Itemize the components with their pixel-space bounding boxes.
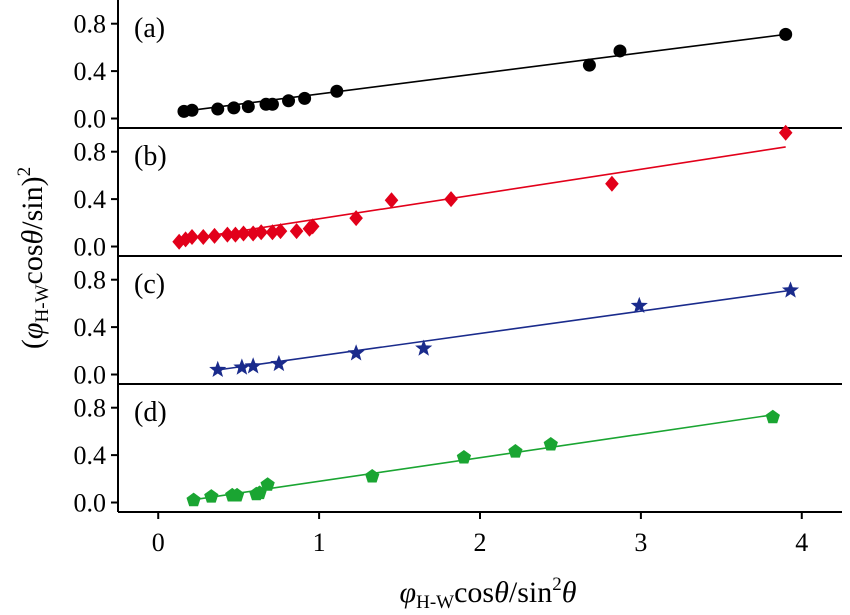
data-point bbox=[209, 360, 227, 378]
data-point bbox=[236, 225, 251, 242]
data-point bbox=[765, 409, 780, 424]
data-point bbox=[298, 91, 312, 105]
y-tick-label: 0.4 bbox=[74, 313, 107, 342]
panel-3: 0.0 0.4 0.8 (c) bbox=[74, 256, 842, 390]
data-point bbox=[289, 223, 304, 240]
data-point bbox=[241, 100, 255, 114]
data-point bbox=[229, 487, 245, 502]
data-point bbox=[220, 226, 235, 243]
data-point bbox=[260, 477, 275, 491]
y-tick-label: 0.4 bbox=[74, 441, 107, 470]
data-point bbox=[508, 444, 523, 458]
x-tick-label: 2 bbox=[474, 528, 487, 557]
data-point bbox=[244, 357, 262, 374]
data-point bbox=[349, 210, 363, 227]
data-point bbox=[444, 191, 458, 208]
data-point bbox=[207, 227, 222, 244]
data-point bbox=[185, 229, 199, 246]
x-tick-label: 4 bbox=[795, 528, 808, 557]
y-axis-label: (φH-Wcosθ/sin)2 bbox=[14, 167, 53, 349]
data-point bbox=[185, 103, 199, 117]
data-point bbox=[282, 94, 296, 108]
data-point bbox=[384, 192, 399, 209]
data-point bbox=[270, 354, 288, 372]
y-tick-label: 0.8 bbox=[74, 266, 107, 295]
data-point bbox=[781, 281, 800, 298]
data-point bbox=[582, 58, 596, 72]
data-point bbox=[330, 84, 344, 98]
panel-1: 0.0 0.4 0.8 (a) bbox=[74, 0, 842, 134]
data-point bbox=[246, 225, 260, 242]
x-axis-label: φH-Wcosθ/sin2θ bbox=[400, 574, 577, 613]
data-point bbox=[543, 436, 558, 451]
fit-line bbox=[177, 146, 786, 242]
x-tick-label: 3 bbox=[634, 528, 647, 557]
data-point bbox=[779, 27, 793, 41]
panels: 0.00.40.8 (a)0.00.40.8 (b)0.00.40.8 (c)0.00… bbox=[74, 0, 842, 518]
data-point bbox=[273, 223, 288, 240]
panel-label: (a) bbox=[134, 13, 165, 44]
panel-2: 0.0 0.4 0.8 (b) bbox=[74, 124, 842, 262]
y-tick-label: 0.8 bbox=[74, 394, 107, 423]
data-point bbox=[365, 468, 380, 483]
panel-label: (d) bbox=[134, 397, 167, 428]
y-tick-label: 0.0 bbox=[74, 105, 107, 134]
data-point bbox=[605, 175, 619, 192]
panel-label: (b) bbox=[134, 141, 167, 172]
data-point bbox=[211, 102, 225, 116]
x-axis: 0 1 2 3 4 bbox=[152, 512, 808, 557]
data-point bbox=[778, 124, 793, 141]
data-point bbox=[265, 97, 279, 111]
data-point bbox=[456, 449, 472, 464]
data-point bbox=[347, 344, 365, 361]
y-tick-label: 0.0 bbox=[74, 233, 107, 262]
y-tick-label: 0.0 bbox=[74, 489, 107, 518]
x-tick-label: 1 bbox=[313, 528, 326, 557]
data-point bbox=[613, 44, 627, 58]
fit-line bbox=[214, 289, 791, 372]
y-tick-label: 0.4 bbox=[74, 185, 107, 214]
data-point bbox=[186, 492, 201, 507]
data-point bbox=[172, 233, 186, 250]
data-point bbox=[254, 224, 268, 241]
data-point bbox=[305, 218, 320, 235]
panel-label: (c) bbox=[134, 269, 165, 300]
y-tick-label: 0.4 bbox=[74, 57, 107, 86]
data-point bbox=[204, 489, 219, 503]
x-tick-label: 0 bbox=[152, 528, 165, 557]
y-tick-label: 0.0 bbox=[74, 361, 107, 390]
data-point bbox=[233, 358, 251, 375]
panel-4: 0.0 0.4 0.8 (d) bbox=[74, 384, 842, 518]
fit-line bbox=[190, 414, 773, 501]
data-point bbox=[265, 224, 280, 241]
y-tick-label: 0.8 bbox=[74, 10, 107, 39]
data-point bbox=[228, 226, 243, 243]
data-point bbox=[227, 101, 241, 115]
y-tick-label: 0.8 bbox=[74, 138, 107, 167]
data-point bbox=[196, 229, 211, 246]
data-point bbox=[630, 296, 648, 314]
data-point bbox=[415, 339, 433, 356]
